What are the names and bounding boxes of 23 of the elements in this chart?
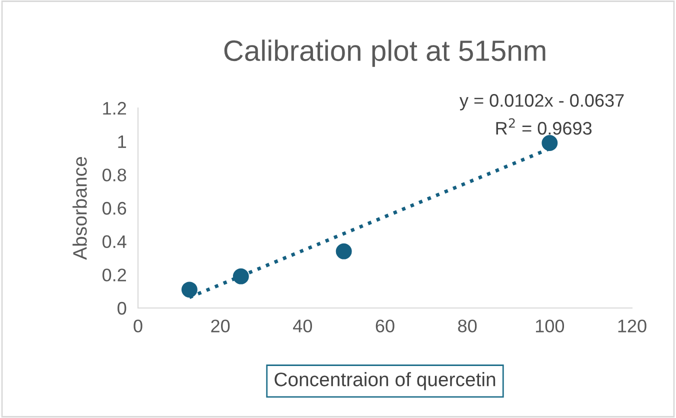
x-tick-label: 40 bbox=[293, 320, 312, 332]
annotation: y = 0.0102x - 0.0637 bbox=[460, 94, 624, 110]
y-tick-label: 0.2 bbox=[102, 268, 126, 282]
x-tick-label: 20 bbox=[211, 320, 230, 332]
point bbox=[181, 282, 198, 298]
y-tick-label: 0.4 bbox=[102, 235, 126, 248]
point bbox=[542, 135, 558, 151]
y-tick-label: 0 bbox=[118, 302, 126, 315]
point bbox=[232, 268, 249, 284]
x-axis-title: Concentraion of quercetin bbox=[274, 372, 496, 390]
x-tick-label: 0 bbox=[134, 320, 142, 332]
chart-title: Calibration plot at 515nm bbox=[224, 40, 546, 67]
y-tick-label: 1.2 bbox=[103, 102, 126, 115]
point bbox=[336, 243, 352, 260]
x-tick-label: 60 bbox=[376, 320, 394, 332]
y-tick-label: 1 bbox=[118, 135, 126, 148]
y-axis-title: Absorbance bbox=[72, 156, 87, 260]
x-tick-label: 80 bbox=[458, 320, 477, 332]
x-tick-label: 120 bbox=[618, 320, 646, 332]
x-tick-label: 100 bbox=[536, 320, 564, 332]
y-tick-label: 0.8 bbox=[102, 168, 126, 182]
annotation: R$^{2}$ = 0.9693 bbox=[496, 118, 592, 135]
y-tick-label: 0.6 bbox=[102, 202, 126, 215]
